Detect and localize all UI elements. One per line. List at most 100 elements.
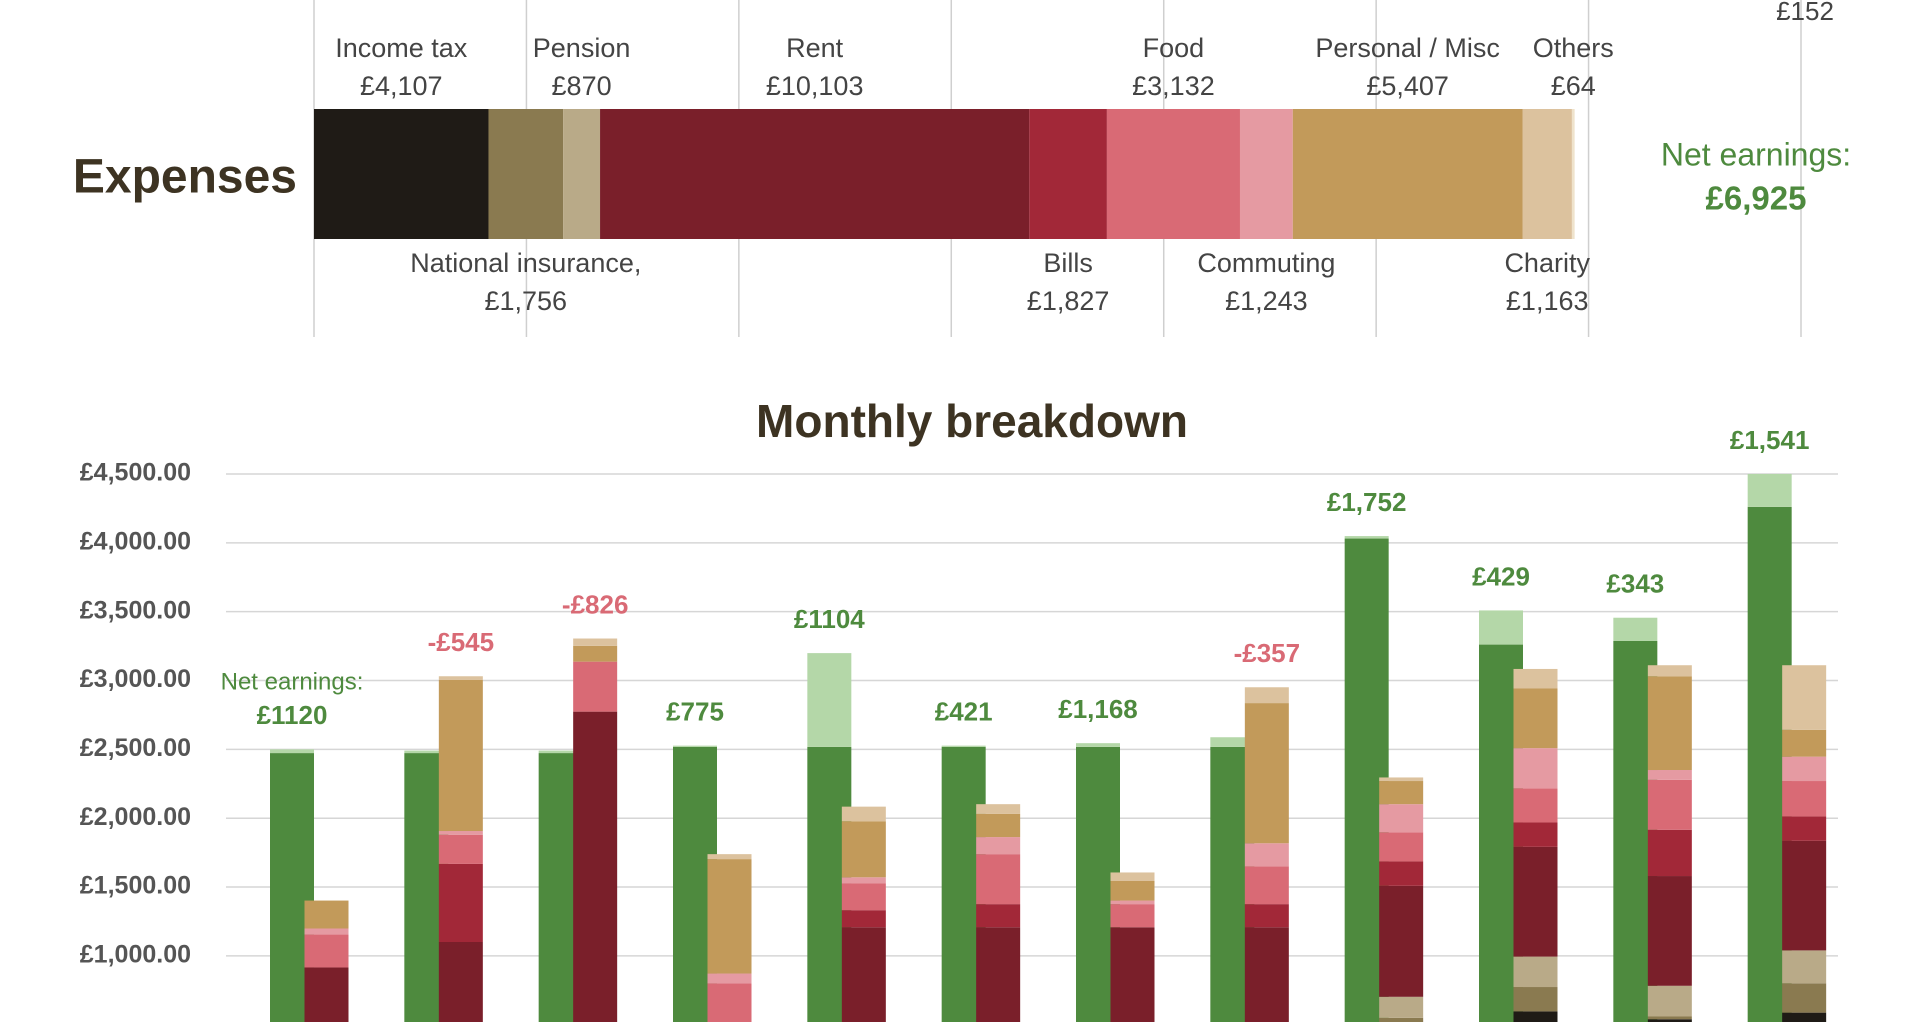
bar-segment	[1379, 804, 1424, 833]
bar-segment	[438, 834, 483, 864]
segment-value: £1,756	[484, 286, 567, 316]
y-tick-label: £2,000.00	[80, 803, 191, 831]
net-earnings-value: £6,925	[1706, 180, 1807, 217]
bar-segment	[976, 837, 1021, 855]
bar-segment	[1782, 756, 1827, 782]
bar-segment	[1647, 876, 1692, 986]
bar-segment	[573, 661, 618, 712]
bar-segment	[1647, 770, 1692, 780]
segment-name: Rent	[786, 33, 844, 63]
bar-segment	[807, 653, 852, 747]
bar-segment	[1379, 1017, 1424, 1022]
bar-segment	[707, 854, 752, 860]
net-label: £1,168	[1058, 694, 1138, 724]
bar-segment	[976, 927, 1021, 1022]
bar-segment	[1647, 779, 1692, 830]
bar-segment	[304, 928, 349, 935]
bar-segment	[600, 109, 1030, 239]
segment-value: £1,827	[1027, 286, 1110, 316]
chart-title: Monthly breakdown	[756, 395, 1188, 447]
bar-segment	[707, 859, 752, 974]
net-label: £775	[666, 697, 724, 727]
y-tick-label: £2,500.00	[80, 734, 191, 762]
bar-segment	[1513, 688, 1558, 749]
y-tick-label: £4,000.00	[80, 527, 191, 555]
bar-segment	[1029, 109, 1107, 239]
bar-segment	[1613, 617, 1658, 641]
segment-name: Bills	[1043, 248, 1093, 278]
bar-segment	[1239, 109, 1293, 239]
bar-segment	[1344, 536, 1389, 539]
bar-segment	[304, 900, 349, 929]
bar-segment	[1522, 109, 1572, 239]
bar-segment	[1782, 781, 1827, 817]
bar-segment	[1513, 668, 1558, 689]
bar-segment	[438, 863, 483, 942]
net-label: £1120	[257, 700, 328, 730]
net-label: £1,752	[1327, 487, 1407, 517]
bar-segment	[438, 679, 483, 832]
bar-segment	[1782, 665, 1827, 730]
bar-segment	[1513, 956, 1558, 988]
bar-segment	[1513, 788, 1558, 823]
y-tick-label: £4,500.00	[80, 459, 191, 487]
bar-segment	[1244, 843, 1289, 867]
segment-name: Food	[1143, 33, 1205, 63]
segment-value: £64	[1551, 71, 1596, 101]
bar-segment	[1782, 840, 1827, 951]
bar-segment	[304, 934, 349, 968]
bar-segment	[1110, 900, 1155, 905]
bar-segment	[707, 983, 752, 1022]
bar-segment	[1379, 781, 1424, 805]
bar-segment	[1244, 866, 1289, 905]
bar-segment	[563, 109, 601, 239]
segment-name: National insurance,	[410, 248, 641, 278]
bar-segment	[438, 676, 483, 680]
segment-name: Personal / Misc	[1315, 33, 1500, 63]
bar-segment	[573, 711, 618, 1022]
net-label: -£357	[1234, 638, 1301, 668]
bar-segment	[841, 877, 886, 884]
bar-segment	[1379, 832, 1424, 862]
plot	[270, 473, 1827, 1022]
bar-segment	[1513, 748, 1558, 789]
bar-segment	[1479, 610, 1523, 645]
net-label: £421	[935, 697, 993, 727]
y-tick-label: £3,500.00	[80, 596, 191, 624]
segment-value: £1,163	[1506, 286, 1589, 316]
bar-segment	[707, 973, 752, 984]
bar-segment	[1647, 1016, 1692, 1020]
bar-segment	[1379, 777, 1424, 782]
bar-segment	[573, 638, 618, 646]
bar-segment	[841, 883, 886, 911]
bar-segment	[1747, 473, 1792, 507]
bar-segment	[1571, 109, 1575, 239]
bar-segment	[1782, 816, 1827, 841]
segment-name: Others	[1533, 33, 1614, 63]
bar-segment	[1110, 904, 1155, 928]
bar-segment	[1379, 996, 1424, 1018]
segment-value: £870	[552, 71, 612, 101]
bar-segment	[1647, 1019, 1692, 1022]
net-earnings-label: Net earnings:	[1661, 136, 1851, 172]
bar-segment	[941, 745, 986, 747]
y-tick-label: £1,500.00	[80, 872, 191, 900]
bar-segment	[488, 109, 564, 239]
bar-segment	[1244, 703, 1289, 844]
bar-segment	[404, 750, 449, 754]
bar-segment	[1782, 983, 1827, 1013]
annotation: £152	[1776, 0, 1834, 26]
bar-segment	[1647, 985, 1692, 1017]
bar-segment	[1110, 880, 1155, 901]
net-label: -£826	[562, 589, 629, 619]
bar-segment	[538, 750, 583, 754]
bar-segment	[1513, 1011, 1558, 1022]
bar-segment	[314, 109, 489, 239]
bar-segment	[841, 821, 886, 878]
y-tick-label: £3,000.00	[80, 665, 191, 693]
bar-segment	[976, 904, 1021, 928]
bar-segment	[1244, 687, 1289, 704]
chart-title: Expenses	[73, 151, 297, 204]
bar-segment	[1110, 927, 1155, 1022]
